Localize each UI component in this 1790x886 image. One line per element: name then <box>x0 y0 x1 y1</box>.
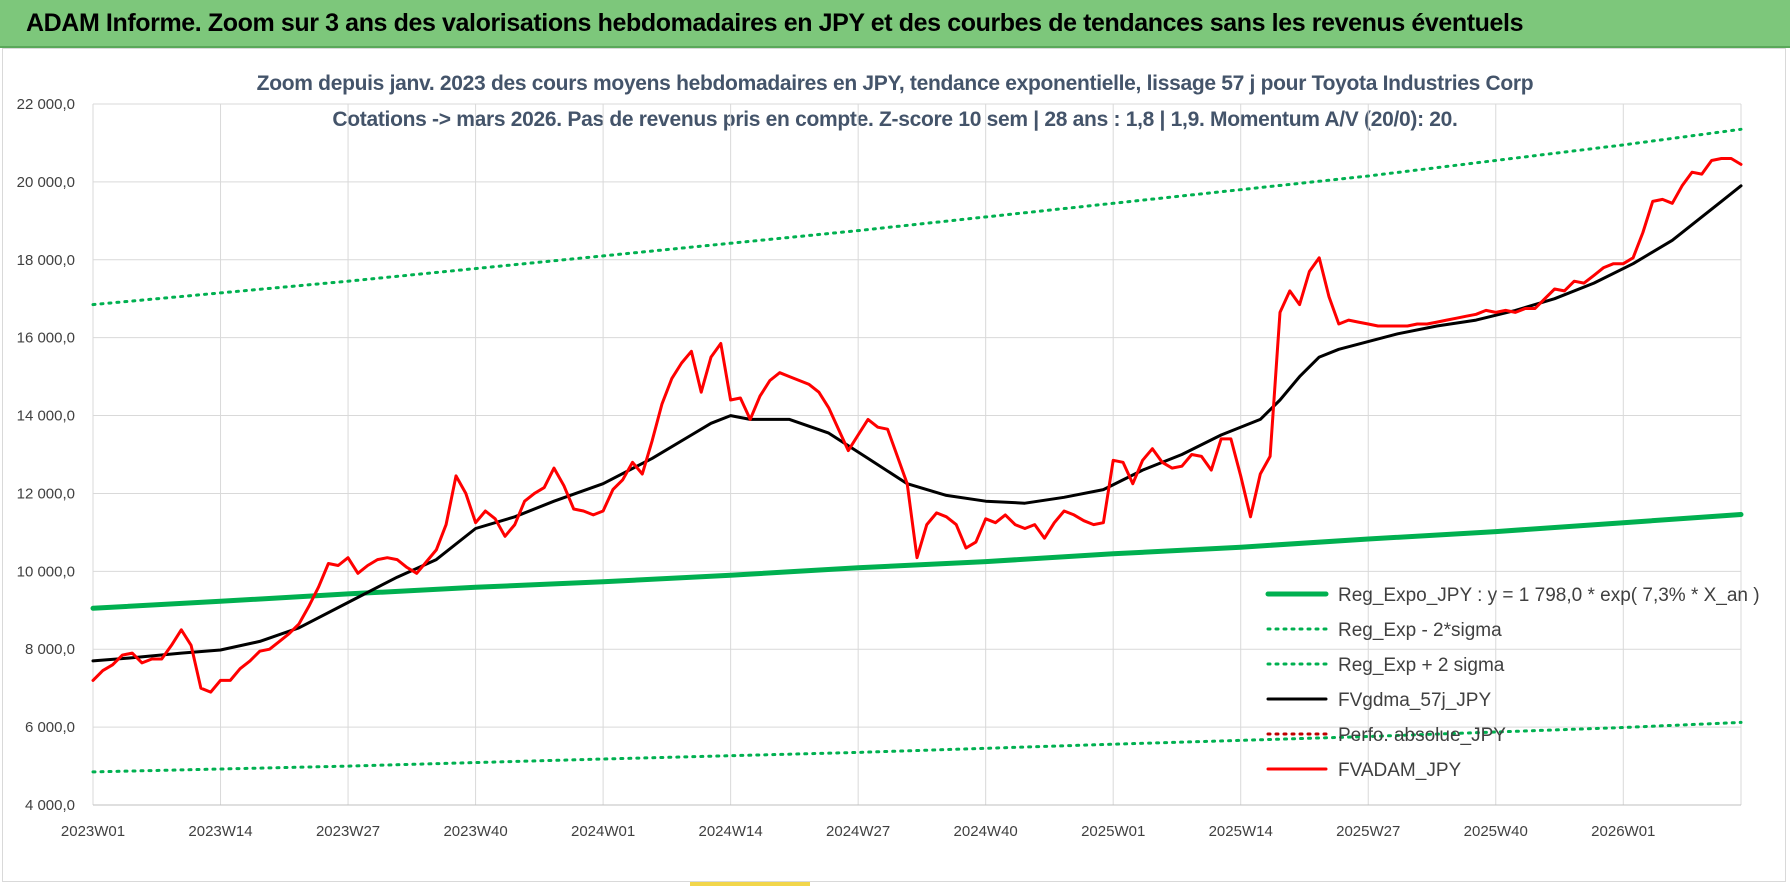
legend-label: Reg_Exp + 2 sigma <box>1338 655 1505 676</box>
y-tick-label: 16 000,0 <box>17 330 75 347</box>
x-tick-label: 2023W27 <box>316 823 380 840</box>
chart-title-line-1: Zoom depuis janv. 2023 des cours moyens … <box>256 72 1534 95</box>
report-title: ADAM Informe. Zoom sur 3 ans des valoris… <box>26 9 1524 37</box>
y-tick-label: 20 000,0 <box>17 174 75 191</box>
x-tick-label: 2025W27 <box>1336 823 1400 840</box>
legend-label: FVgdma_57j_JPY <box>1338 690 1491 711</box>
series-line-reg-exp-2-sigma <box>91 127 1743 307</box>
x-tick-label: 2026W01 <box>1591 823 1655 840</box>
y-tick-label: 22 000,0 <box>17 96 75 113</box>
x-tick-label: 2023W01 <box>61 823 125 840</box>
x-tick-label: 2024W40 <box>954 823 1018 840</box>
series-line-reg-exp-2-sigma <box>91 720 1743 774</box>
legend-label: Reg_Expo_JPY : y = 1 798,0 * exp( 7,3% *… <box>1338 585 1760 606</box>
x-tick-label: 2025W01 <box>1081 823 1145 840</box>
x-tick-label: 2023W14 <box>188 823 252 840</box>
y-tick-label: 12 000,0 <box>17 485 75 502</box>
report-banner: ADAM Informe. Zoom sur 3 ans des valoris… <box>0 0 1790 48</box>
x-tick-label: 2024W14 <box>699 823 763 840</box>
x-tick-label: 2025W40 <box>1464 823 1528 840</box>
y-tick-label: 8 000,0 <box>25 641 75 658</box>
y-tick-label: 14 000,0 <box>17 408 75 425</box>
x-tick-label: 2024W27 <box>826 823 890 840</box>
axes: 4 000,0 6 000,0 8 000,0 10 000,0 12 000,0 14 … <box>17 96 1741 840</box>
y-tick-label: 18 000,0 <box>17 252 75 269</box>
x-tick-label: 2024W01 <box>571 823 635 840</box>
series-line-fvadam-jpy <box>91 157 1743 694</box>
legend: Reg_Expo_JPY : y = 1 798,0 * exp( 7,3% *… <box>1265 585 1760 781</box>
legend-label: Reg_Exp - 2*sigma <box>1338 620 1502 641</box>
chart-frame <box>2 48 1786 882</box>
legend-label: Perfo. absolue_JPY <box>1338 725 1506 746</box>
y-tick-label: 10 000,0 <box>17 563 75 580</box>
y-tick-label: 4 000,0 <box>25 797 75 814</box>
legend-label: FVADAM_JPY <box>1338 760 1462 781</box>
scroll-indicator <box>690 882 810 886</box>
chart-title-line-2: Cotations -> mars 2026. Pas de revenus p… <box>332 108 1458 131</box>
y-tick-label: 6 000,0 <box>25 719 75 736</box>
series-lines <box>90 127 1744 774</box>
gridlines <box>92 103 1742 806</box>
x-tick-label: 2023W40 <box>443 823 507 840</box>
x-tick-label: 2025W14 <box>1209 823 1273 840</box>
